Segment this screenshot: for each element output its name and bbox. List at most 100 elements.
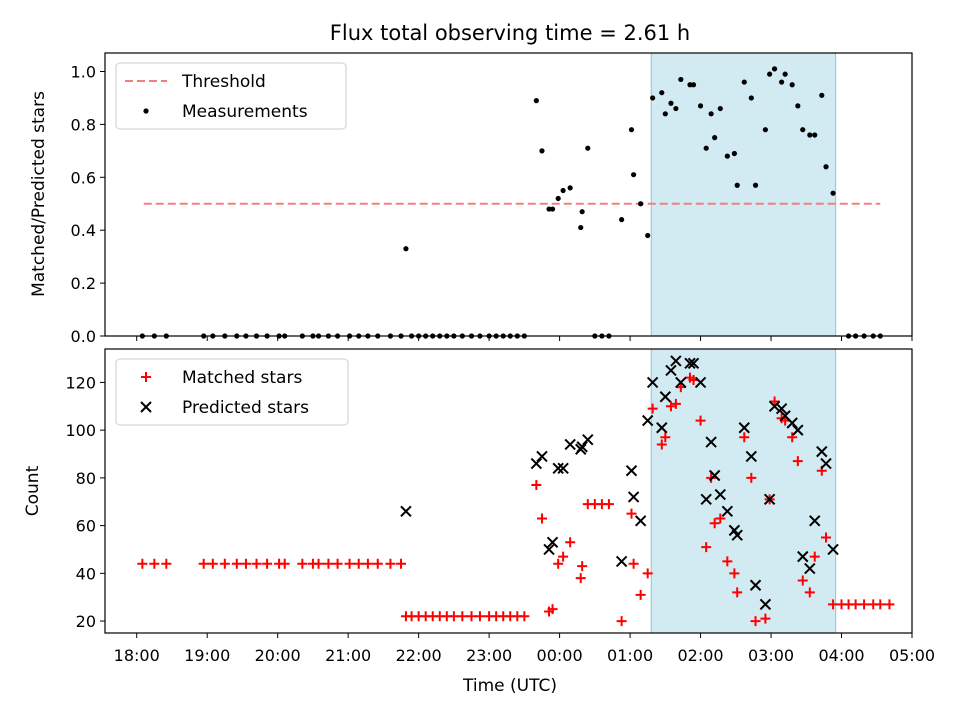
chart-title: Flux total observing time = 2.61 h: [330, 21, 690, 45]
bottom-matched-star-point: [675, 382, 686, 393]
bottom-matched-star-point: [732, 587, 743, 598]
bottom-matched-star-point: [553, 558, 564, 569]
bottom-matched-star-point: [457, 611, 468, 622]
bottom-matched-star-point: [709, 518, 720, 529]
bottom-matched-star-point: [297, 558, 308, 569]
bottom-legend-box: [115, 358, 349, 426]
top-axes-frame: [104, 52, 913, 337]
top-measurement-point: [807, 132, 813, 138]
top-y-tick-label: 0.2: [71, 274, 96, 293]
x-tick-label: 18:00: [114, 646, 160, 665]
bottom-matched-star-point: [231, 558, 242, 569]
bottom-predicted-star-point: [816, 445, 828, 458]
bottom-matched-star-point: [240, 558, 251, 569]
bottom-predicted-star-point: [687, 357, 700, 370]
top-measurement-point: [712, 135, 718, 141]
x-tick-label: 02:00: [678, 646, 724, 665]
top-y-tick-label: 0.4: [71, 221, 96, 240]
bottom-matched-star-point: [787, 432, 798, 443]
bottom-matched-star-point: [536, 513, 547, 524]
top-measurement-point: [690, 82, 697, 88]
bottom-predicted-star-point: [564, 438, 576, 451]
top-measurement-point: [555, 195, 561, 202]
bottom-predicted-star-point: [546, 536, 559, 549]
bottom-legend-matched-swatch: [141, 372, 151, 382]
bottom-predicted-star-point: [705, 436, 717, 448]
top-measurement-point: [628, 127, 635, 133]
bottom-legend-predicted-swatch: [140, 401, 152, 413]
bottom-predicted-star-point: [576, 441, 588, 453]
top-measurement-point: [585, 145, 591, 151]
bottom-predicted-star-point: [615, 555, 628, 568]
top-measurement-point: [579, 209, 585, 215]
x-tick-label: 22:00: [396, 646, 442, 665]
top-measurement-point: [645, 232, 651, 239]
top-measurement-point: [697, 103, 704, 109]
bottom-matched-star-point: [251, 558, 262, 569]
bottom-matched-star-point: [739, 432, 750, 443]
top-y-tick-label: 0.8: [71, 115, 96, 134]
bottom-predicted-star-point: [759, 598, 772, 611]
bottom-predicted-star-point: [659, 391, 672, 403]
bottom-y-tick-label: 80: [76, 469, 96, 488]
top-measurement-point: [795, 103, 801, 109]
bottom-matched-star-point: [750, 616, 761, 627]
bottom-matched-star-point: [792, 456, 803, 467]
bottom-matched-star-point: [821, 532, 832, 543]
bottom-matched-star-point: [850, 599, 861, 610]
top-measurement-point: [782, 71, 788, 77]
bottom-predicted-star-point: [809, 515, 821, 527]
bottom-matched-star-point: [660, 432, 671, 443]
bottom-predicted-star-point: [530, 457, 543, 470]
top-measurement-point: [819, 92, 825, 98]
top-measurement-point: [830, 190, 836, 196]
x-tick-label: 19:00: [184, 646, 230, 665]
bottom-predicted-star-point: [670, 355, 682, 367]
top-legend-label: Measurements: [182, 102, 308, 122]
bottom-matched-star-point: [635, 589, 646, 600]
x-tick-label: 00:00: [537, 646, 583, 665]
bottom-matched-star-point: [828, 599, 839, 610]
bottom-y-tick-label: 120: [65, 373, 96, 392]
bottom-predicted-star-point: [641, 414, 654, 427]
bottom-matched-star-point: [884, 599, 895, 610]
bottom-y-tick-label: 60: [76, 517, 96, 536]
bottom-predicted-star-point: [557, 462, 569, 475]
top-measurement-point: [708, 111, 714, 117]
bottom-matched-star-point: [474, 611, 485, 622]
bottom-matched-star-point: [466, 611, 477, 622]
top-measurement-point: [741, 79, 747, 85]
top-measurement-point: [549, 206, 556, 212]
bottom-predicted-star-point: [627, 491, 640, 503]
bottom-matched-star-point: [396, 558, 407, 569]
bottom-highlight-span: [650, 348, 837, 634]
top-measurement-point: [748, 95, 754, 101]
bottom-axes-frame: [104, 348, 913, 634]
bottom-matched-star-point: [647, 403, 658, 414]
bottom-predicted-star-point: [543, 543, 555, 556]
x-tick-label: 23:00: [466, 646, 512, 665]
bottom-predicted-star-point: [768, 400, 781, 412]
bottom-matched-star-point: [804, 587, 815, 598]
bottom-predicted-star-point: [694, 376, 707, 389]
bottom-matched-star-point: [531, 480, 542, 491]
top-measurement-point: [703, 145, 709, 151]
bottom-predicted-star-point: [731, 529, 743, 541]
bottom-matched-star-point: [797, 575, 808, 586]
bottom-matched-star-point: [207, 558, 218, 569]
x-tick-label: 04:00: [818, 646, 864, 665]
bottom-predicted-star-point: [804, 562, 816, 575]
bottom-matched-star-point: [875, 599, 886, 610]
bottom-predicted-star-point: [749, 579, 762, 591]
bottom-matched-star-point: [695, 415, 706, 426]
x-tick-label: 01:00: [607, 646, 653, 665]
top-legend-label: Threshold: [181, 72, 266, 92]
bottom-matched-star-point: [448, 611, 459, 622]
bottom-predicted-star-point: [827, 543, 839, 556]
top-measurement-point: [789, 82, 795, 88]
top-measurement-point: [578, 224, 584, 231]
top-highlight-span: [650, 52, 837, 337]
bottom-matched-star-point: [628, 558, 639, 569]
top-measurement-point: [662, 111, 668, 117]
bottom-matched-star-point: [722, 556, 733, 567]
